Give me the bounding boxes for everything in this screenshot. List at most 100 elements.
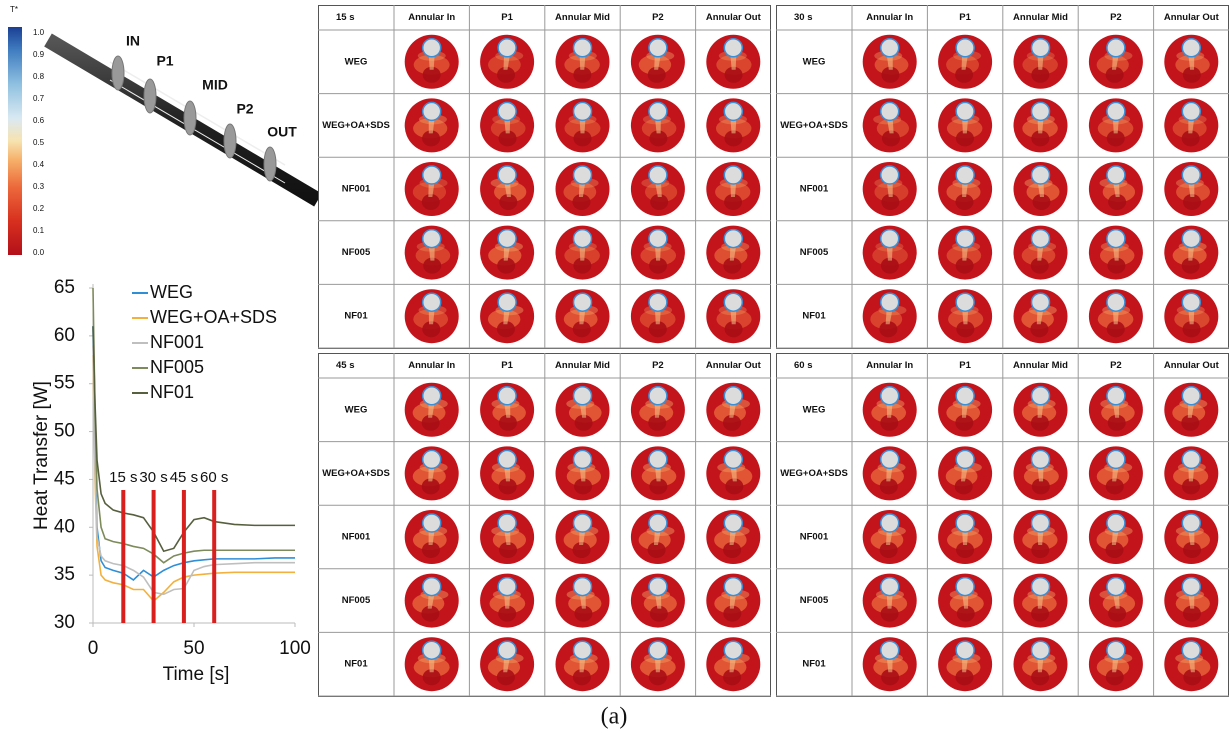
column-header: P2 <box>652 12 664 23</box>
contour-plume <box>886 592 893 609</box>
contour-plume <box>886 117 894 134</box>
contour-plume <box>1187 401 1195 418</box>
contour-plume <box>504 117 511 134</box>
contour-image <box>555 382 610 437</box>
y-tick-label: 60 <box>54 325 75 346</box>
contour-plume <box>1037 117 1044 134</box>
contour-plume <box>428 308 435 325</box>
contour-image <box>938 637 993 692</box>
contour-plume <box>729 401 737 418</box>
contour-plume <box>962 181 969 197</box>
contour-plume <box>730 181 737 197</box>
inner-tube <box>723 38 744 58</box>
contour-core <box>955 66 974 83</box>
contour-core <box>421 414 440 431</box>
contour-core <box>648 321 667 338</box>
inner-tube <box>1030 576 1051 597</box>
probe-label: P1 <box>156 53 173 69</box>
contour-plume <box>427 592 435 609</box>
contour-core <box>724 194 743 210</box>
inner-tube <box>421 640 442 660</box>
contour-core <box>572 321 591 338</box>
contour-core <box>421 542 440 558</box>
column-header: P2 <box>1110 360 1122 371</box>
contour-core <box>879 542 898 558</box>
panel-time: 30 s <box>794 12 813 23</box>
y-tick-label: 55 <box>54 373 75 394</box>
inner-tube <box>497 576 517 597</box>
panel-table: 15 s Annular In P1 Annular Mid P2 Annular Out… <box>318 5 771 349</box>
contour-image <box>1013 162 1068 216</box>
legend-label: NF01 <box>150 382 194 402</box>
colorbar-title: T* <box>10 5 18 14</box>
contour-image <box>1088 98 1143 153</box>
inner-tube <box>648 576 668 597</box>
contour-plume <box>961 465 969 482</box>
contour-image <box>862 510 917 564</box>
contour-core <box>421 605 440 622</box>
inner-tube <box>723 228 744 249</box>
row-header: WEG+OA+SDS <box>780 120 848 131</box>
inner-tube <box>421 449 442 470</box>
inner-tube <box>879 640 900 660</box>
contour-core <box>955 130 974 147</box>
contour-image <box>630 162 685 216</box>
contour-plume <box>886 244 893 261</box>
contour-core <box>723 669 742 686</box>
inner-tube <box>572 386 593 406</box>
inner-tube <box>1106 640 1126 660</box>
contour-image <box>1013 573 1068 628</box>
contour-core <box>496 321 515 338</box>
row-header: WEG <box>345 404 368 415</box>
contour-image <box>480 289 535 344</box>
contour-image <box>404 573 459 628</box>
contour-plume <box>1037 529 1044 545</box>
inner-tube <box>497 449 517 470</box>
contour-image <box>1164 34 1219 89</box>
contour-image <box>630 34 685 89</box>
contour-image <box>1088 382 1143 437</box>
contour-image <box>1164 637 1219 692</box>
contour-image <box>630 382 685 437</box>
contour-core <box>572 194 591 210</box>
contour-image <box>706 446 761 501</box>
inner-tube <box>879 228 900 249</box>
contour-image <box>862 446 917 501</box>
contour-core <box>1108 194 1127 210</box>
contour-plume <box>1037 592 1044 609</box>
contour-plume <box>1037 401 1044 418</box>
contour-image <box>1088 289 1143 344</box>
contour-image <box>706 289 761 344</box>
contour-image <box>706 510 761 564</box>
contour-plume <box>503 656 511 673</box>
column-header: Annular Out <box>1164 360 1220 371</box>
contour-plume <box>962 529 969 545</box>
contour-plume <box>504 181 511 197</box>
contour-image <box>630 446 685 501</box>
contour-core <box>1182 194 1201 210</box>
contour-core <box>724 130 743 147</box>
panel-table: 45 s Annular In P1 Annular Mid P2 Annular Out… <box>318 353 771 697</box>
contour-plume <box>729 244 737 261</box>
time-marker-label: 60 s <box>200 469 228 486</box>
ring <box>111 55 125 91</box>
contour-image <box>1164 573 1219 628</box>
inner-tube <box>879 292 900 312</box>
inner-tube <box>497 228 517 249</box>
contour-image <box>706 637 761 692</box>
contour-plume <box>1188 592 1195 609</box>
contour-plume <box>1112 592 1120 609</box>
contour-core <box>722 414 741 431</box>
contour-core <box>499 542 518 558</box>
contour-plume <box>1037 465 1044 482</box>
contour-plume <box>428 181 435 197</box>
column-header: Annular Mid <box>555 12 610 23</box>
contour-plume <box>1188 465 1195 482</box>
contour-core <box>879 321 898 338</box>
contour-core <box>573 66 592 83</box>
contour-core <box>1105 669 1124 686</box>
contour-core <box>648 414 667 431</box>
contour-image <box>480 98 535 153</box>
series-line <box>92 326 295 581</box>
